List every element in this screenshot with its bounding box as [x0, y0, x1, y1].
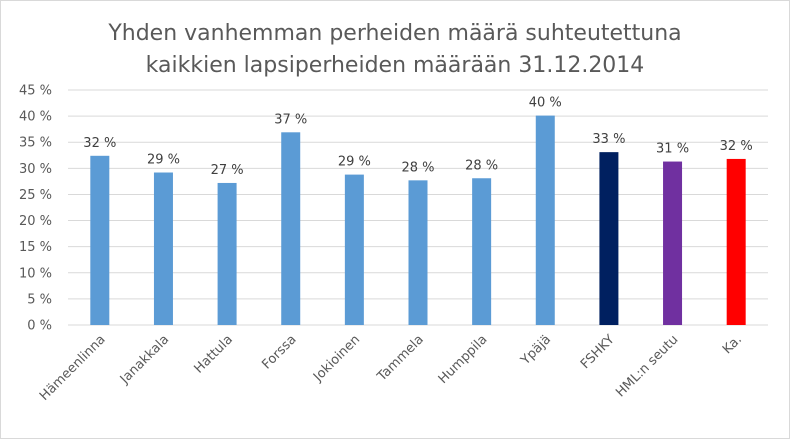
y-tick-label: 45 % [19, 84, 52, 99]
y-tick-label: 10 % [19, 266, 52, 281]
data-label: 28 % [401, 160, 434, 175]
x-tick-label: Janakkala [117, 332, 172, 387]
y-tick-label: 30 % [19, 162, 52, 177]
data-label: 27 % [211, 163, 244, 178]
bar [408, 180, 428, 325]
bar [217, 182, 237, 325]
x-tick-label: Ka. [720, 332, 745, 357]
data-label: 29 % [147, 153, 180, 168]
chart-title: Yhden vanhemman perheiden määrä suhteute… [0, 18, 790, 82]
x-tick-label: Hattula [192, 332, 236, 376]
y-tick-label: 20 % [19, 214, 52, 229]
x-tick-label: Jokioinen [310, 332, 363, 385]
x-tick-label: Forssa [259, 332, 299, 372]
bar [472, 178, 492, 325]
x-tick-label: HML:n seutu [613, 332, 681, 400]
data-label: 28 % [465, 158, 498, 173]
bar [663, 161, 683, 325]
bar [535, 115, 555, 325]
y-tick-label: 5 % [27, 292, 52, 307]
bar [90, 155, 110, 325]
y-tick-label: 25 % [19, 188, 52, 203]
x-tick-label: Ypäjä [518, 332, 555, 369]
x-tick-label: Hämeenlinna [37, 332, 109, 404]
y-tick-label: 0 % [27, 319, 52, 334]
chart-title-line-2: kaikkien lapsiperheiden määrään 31.12.20… [145, 53, 645, 78]
chart-title-line-1: Yhden vanhemman perheiden määrä suhteute… [108, 21, 682, 46]
x-tick-label: FSHKY [578, 332, 618, 372]
data-label: 32 % [83, 136, 116, 151]
y-tick-label: 15 % [19, 240, 52, 255]
y-tick-label: 35 % [19, 136, 52, 151]
bar [281, 132, 301, 325]
data-label: 37 % [274, 112, 307, 127]
bar [153, 172, 173, 325]
bar [344, 174, 364, 325]
data-label: 40 % [529, 96, 562, 111]
bar [726, 158, 746, 325]
bar [599, 152, 619, 325]
data-label: 32 % [720, 139, 753, 154]
data-label: 29 % [338, 155, 371, 170]
data-label: 31 % [656, 142, 689, 157]
x-tick-label: Humppila [436, 332, 491, 387]
data-label: 33 % [592, 132, 625, 147]
x-tick-label: Tammela [374, 332, 427, 385]
y-tick-label: 40 % [19, 110, 52, 125]
